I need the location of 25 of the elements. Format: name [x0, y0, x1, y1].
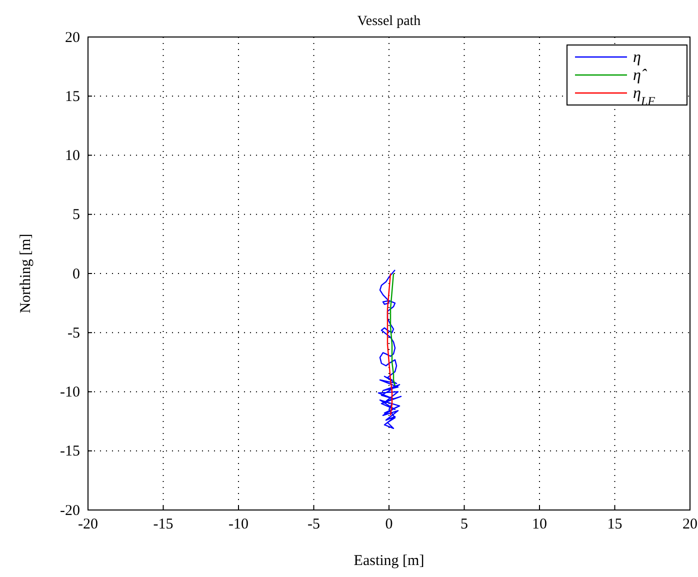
x-tick-label: -5 — [308, 516, 320, 533]
x-tick-label: 15 — [607, 516, 622, 533]
y-tick-label: -20 — [60, 502, 80, 519]
x-tick-label: -10 — [228, 516, 248, 533]
x-tick-label: -15 — [153, 516, 174, 533]
x-tick-label: 0 — [385, 516, 393, 533]
y-tick-label: -15 — [60, 444, 80, 460]
y-tick-label: -5 — [68, 325, 80, 342]
y-tick-label: 0 — [72, 266, 80, 282]
x-axis-title: Easting [m] — [354, 553, 424, 569]
legend-label: η — [633, 49, 641, 66]
y-axis-title: Northing [m] — [18, 234, 34, 314]
y-tick-label: 10 — [65, 148, 80, 164]
y-tick-label: 5 — [72, 207, 80, 224]
chart-title: Vessel path — [357, 14, 421, 29]
legend-label: η̂ — [633, 67, 647, 84]
line-series — [390, 272, 396, 386]
line-series — [378, 269, 402, 430]
y-tick-label: 15 — [65, 88, 80, 105]
line-series — [386, 272, 393, 416]
x-tick-label: 20 — [682, 516, 698, 533]
x-tick-label: 5 — [460, 516, 468, 533]
x-tick-label: 10 — [532, 516, 547, 533]
y-tick-label: 20 — [65, 30, 80, 46]
y-tick-label: -10 — [60, 384, 80, 401]
